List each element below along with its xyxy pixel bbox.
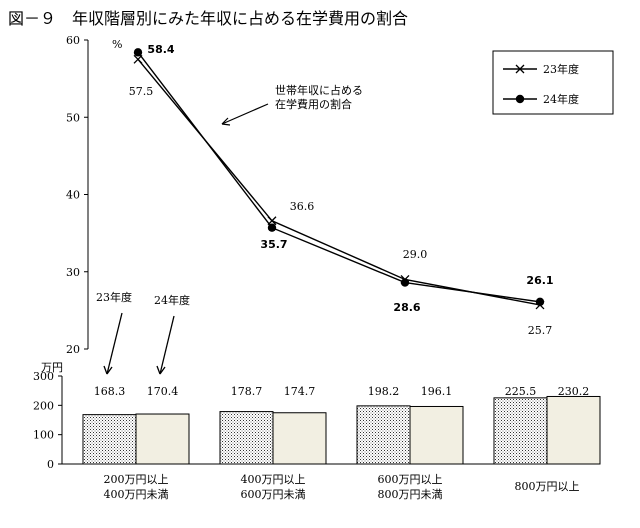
point-x-marker [267, 216, 277, 226]
bar-24 [409, 405, 464, 465]
bar-value-label: 168.3 [94, 385, 126, 398]
callout-label-24: 24年度 [154, 293, 190, 307]
line-chart: 20 30 40 50 60 % 57.5 36.6 29.0 25.7 58.4 35.7 28.6 2… [66, 34, 614, 356]
bar-value-label: 230.2 [558, 385, 590, 398]
callout-arrowhead-23 [103, 365, 113, 375]
category-label: 200万円以上 [104, 473, 169, 486]
legend: 23年度 24年度 [492, 50, 614, 115]
legend-label-24: 24年度 [543, 92, 579, 106]
annotation-arrow-head [221, 117, 231, 126]
data-label-24: 58.4 [147, 43, 174, 56]
category-label: 600万円以上 [378, 473, 443, 486]
bar-value-label: 170.4 [147, 385, 179, 398]
category-label: 400万円以上 [241, 473, 306, 486]
legend-box [492, 50, 614, 115]
data-label-23: 57.5 [129, 85, 154, 98]
point-x-marker [133, 54, 143, 64]
callout-arrow-24 [159, 315, 175, 375]
data-label-23: 29.0 [403, 248, 428, 261]
bar-y-tick-label: 0 [47, 458, 54, 471]
bar-y-tick-label: 300 [33, 370, 54, 383]
bar-23 [219, 411, 274, 465]
category-label: 800万円未満 [378, 488, 443, 501]
series-line-24 [137, 51, 541, 303]
bar-value-label: 174.7 [284, 385, 316, 398]
data-label-24: 28.6 [393, 301, 420, 314]
bar-24 [546, 395, 601, 465]
bar-24 [272, 412, 327, 465]
y-tick-label: 50 [66, 111, 80, 124]
data-label-23: 36.6 [290, 200, 315, 213]
category-label: 600万円未満 [241, 488, 306, 501]
bar-y-tick-label: 200 [33, 399, 54, 412]
data-label-24: 26.1 [526, 274, 553, 287]
y-tick-label: 20 [66, 343, 80, 356]
figure-title: 図－９ 年収階層別にみた年収に占める在学費用の割合 [8, 9, 408, 28]
y-axis-unit: % [112, 38, 122, 51]
bar-23 [82, 414, 137, 465]
annotation-arrow-line [221, 103, 269, 125]
bar-value-label: 225.5 [505, 385, 537, 398]
legend-label-23: 23年度 [543, 62, 579, 76]
annotation-line-2: 在学費用の割合 [275, 97, 352, 111]
y-tick-label: 30 [66, 266, 80, 279]
bar-value-label: 198.2 [368, 385, 400, 398]
point-circle-marker [400, 278, 410, 287]
callout-arrow-23 [106, 312, 123, 375]
callout-arrowhead-24 [156, 365, 166, 375]
y-tick-label: 40 [66, 189, 80, 202]
bar-23 [356, 405, 411, 465]
bar-y-unit: 万円 [41, 361, 63, 374]
bar-24 [135, 413, 190, 465]
bar-value-label: 178.7 [231, 385, 263, 398]
bar-value-label: 196.1 [421, 385, 453, 398]
callout-label-23: 23年度 [96, 290, 132, 304]
legend-x-marker [515, 64, 525, 74]
point-circle-marker [133, 48, 143, 57]
y-tick-label: 60 [66, 34, 80, 47]
category-label: 400万円未満 [104, 488, 169, 501]
bar-23 [493, 397, 548, 465]
data-label-24: 35.7 [260, 238, 287, 251]
legend-circle-marker [515, 94, 525, 104]
data-label-23: 25.7 [528, 324, 553, 337]
point-circle-marker [267, 223, 277, 232]
bar-y-tick-label: 100 [33, 429, 54, 442]
point-circle-marker [535, 297, 545, 307]
category-label: 800万円以上 [515, 480, 580, 493]
annotation-line-1: 世帯年収に占める [275, 83, 363, 97]
